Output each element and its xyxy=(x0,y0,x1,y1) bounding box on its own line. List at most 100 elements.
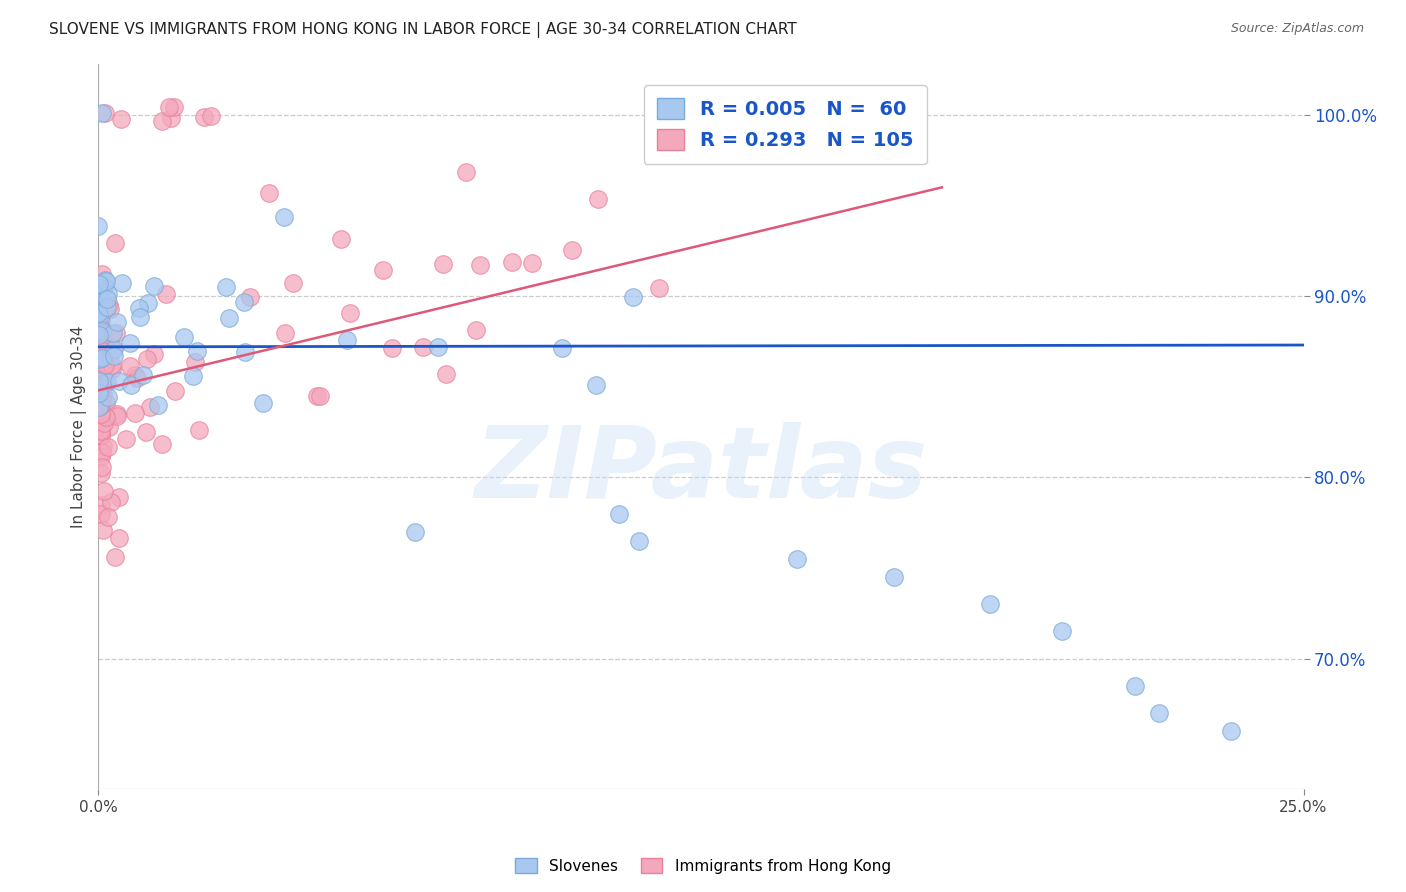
Point xyxy=(103,349,125,363)
Point xyxy=(233,294,256,309)
Point xyxy=(883,570,905,584)
Point xyxy=(101,358,124,372)
Point xyxy=(561,244,583,258)
Point xyxy=(142,279,165,293)
Point xyxy=(1147,706,1170,720)
Point xyxy=(108,491,131,505)
Point xyxy=(91,330,114,344)
Point xyxy=(104,549,127,564)
Point xyxy=(90,348,112,362)
Point xyxy=(163,384,186,398)
Point xyxy=(90,399,112,413)
Point xyxy=(90,398,112,412)
Point xyxy=(90,345,112,359)
Point xyxy=(586,192,609,206)
Point xyxy=(183,355,205,369)
Point xyxy=(468,259,491,273)
Point xyxy=(96,292,118,306)
Point xyxy=(160,111,183,125)
Point xyxy=(87,219,110,234)
Point xyxy=(1123,679,1146,693)
Point xyxy=(90,444,112,458)
Point xyxy=(90,450,112,464)
Point xyxy=(87,306,110,320)
Point xyxy=(91,355,114,369)
Point xyxy=(200,108,222,122)
Point xyxy=(339,306,361,320)
Point xyxy=(150,113,173,128)
Point xyxy=(330,231,353,245)
Point xyxy=(143,346,166,360)
Point xyxy=(456,165,478,179)
Point xyxy=(96,375,118,389)
Point xyxy=(607,507,630,521)
Point xyxy=(98,301,121,316)
Point xyxy=(135,351,157,366)
Point xyxy=(120,359,142,374)
Point xyxy=(371,262,394,277)
Point xyxy=(97,509,120,524)
Point xyxy=(87,351,110,366)
Point xyxy=(273,326,295,340)
Point xyxy=(105,315,128,329)
Point xyxy=(628,533,651,548)
Point xyxy=(183,369,205,384)
Point xyxy=(90,407,112,421)
Point xyxy=(90,460,112,475)
Point xyxy=(979,597,1001,611)
Point xyxy=(101,326,124,341)
Point xyxy=(114,432,136,446)
Point xyxy=(501,255,523,269)
Point xyxy=(90,326,112,340)
Point xyxy=(308,389,330,403)
Point xyxy=(128,310,150,324)
Point xyxy=(432,257,454,271)
Point xyxy=(404,524,426,539)
Point xyxy=(621,290,644,304)
Y-axis label: In Labor Force | Age 30-34: In Labor Force | Age 30-34 xyxy=(72,326,87,528)
Point xyxy=(87,277,110,291)
Point xyxy=(1052,624,1074,639)
Point xyxy=(90,325,112,339)
Point xyxy=(218,310,240,325)
Point xyxy=(103,342,125,356)
Point xyxy=(233,345,256,359)
Point xyxy=(786,552,808,566)
Point xyxy=(257,186,280,200)
Point xyxy=(125,371,148,385)
Point xyxy=(91,523,114,537)
Point xyxy=(94,106,117,120)
Point xyxy=(110,112,132,127)
Point xyxy=(128,301,150,315)
Point xyxy=(90,338,112,352)
Point xyxy=(155,286,177,301)
Point xyxy=(105,407,128,421)
Point xyxy=(135,425,157,439)
Point xyxy=(90,427,112,442)
Legend: R = 0.005   N =  60, R = 0.293   N = 105: R = 0.005 N = 60, R = 0.293 N = 105 xyxy=(644,85,927,164)
Point xyxy=(426,340,449,354)
Point xyxy=(188,423,211,437)
Point xyxy=(91,379,114,393)
Point xyxy=(90,324,112,338)
Point xyxy=(550,341,572,355)
Point xyxy=(87,306,110,320)
Point xyxy=(90,106,112,120)
Point xyxy=(97,286,120,301)
Point xyxy=(90,386,112,401)
Point xyxy=(91,393,114,408)
Point xyxy=(336,333,359,347)
Point xyxy=(90,313,112,327)
Text: ZIPatlas: ZIPatlas xyxy=(474,422,928,518)
Point xyxy=(120,377,142,392)
Point xyxy=(239,290,262,304)
Point xyxy=(96,300,118,314)
Point xyxy=(90,382,112,396)
Point xyxy=(90,425,112,439)
Point xyxy=(150,437,173,451)
Point xyxy=(90,284,112,298)
Point xyxy=(163,100,186,114)
Point xyxy=(105,326,128,340)
Point xyxy=(94,395,117,409)
Point xyxy=(283,277,305,291)
